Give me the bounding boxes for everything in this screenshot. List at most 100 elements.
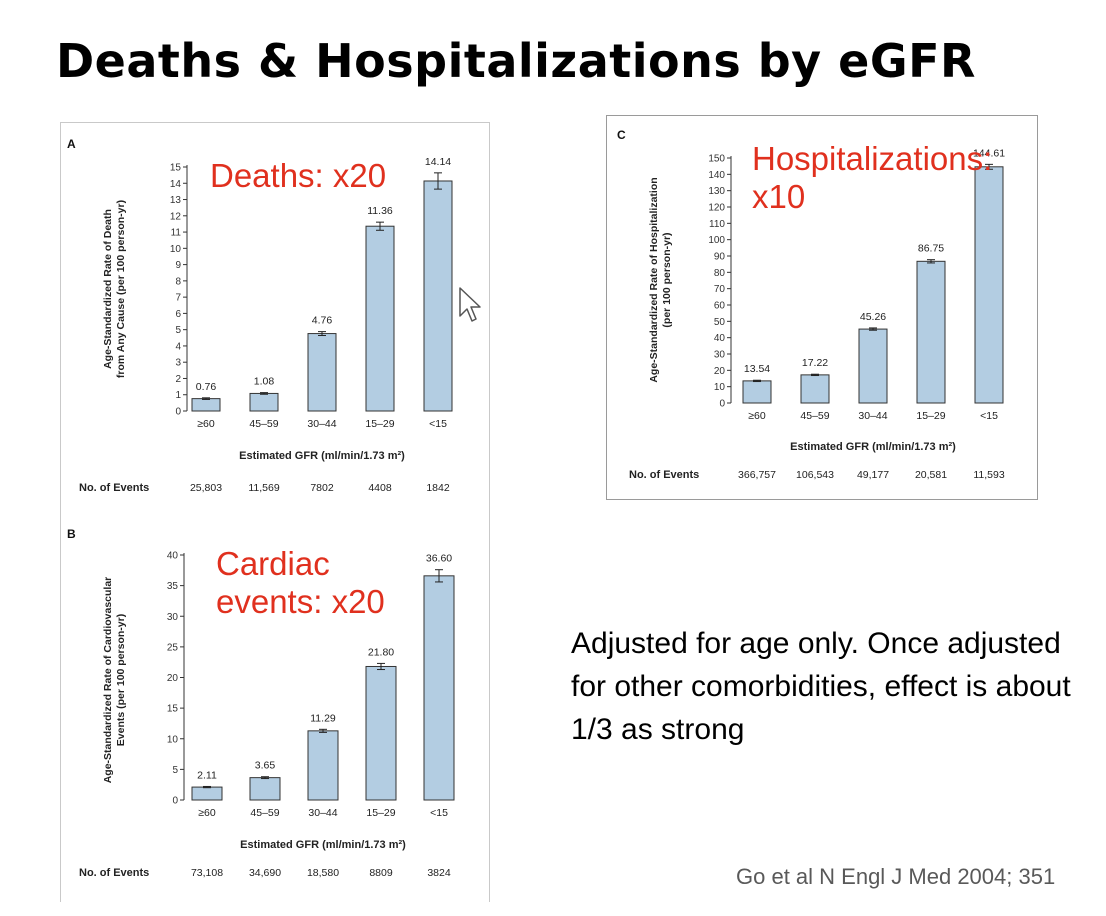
- value-label-b: 3.65: [255, 760, 276, 772]
- y-tick-label-a: 13: [170, 195, 182, 206]
- y-tick-label-a: 7: [175, 293, 181, 304]
- y-tick-label-c: 20: [714, 366, 726, 377]
- value-label-b: 11.29: [310, 712, 336, 724]
- y-axis-label-line: Age-Standardized Rate of Cardiovascular: [102, 577, 114, 784]
- y-tick-label-a: 6: [175, 309, 181, 320]
- y-tick-label-a: 8: [175, 276, 181, 287]
- x-tick-label-c: 30–44: [858, 410, 887, 422]
- event-count-b: 73,108: [191, 867, 223, 879]
- bar-a: [249, 392, 279, 412]
- bar-c: [742, 380, 772, 404]
- event-count-a: 1842: [426, 482, 450, 494]
- value-label-b: 21.80: [368, 646, 394, 658]
- chart-panel-a: A Age-Standardized Rate of Deathfrom Any …: [60, 122, 490, 516]
- y-axis-label-c: Age-Standardized Rate of Hospitalization…: [648, 177, 673, 382]
- x-tick-label-b: 30–44: [308, 807, 337, 819]
- y-tick-label-a: 3: [175, 358, 181, 369]
- bar-a: [191, 398, 221, 412]
- value-label-c: 86.75: [918, 243, 944, 255]
- event-count-a: 11,569: [248, 482, 279, 494]
- x-tick-label-b: ≥60: [198, 807, 216, 819]
- bar-b: [423, 575, 455, 801]
- y-axis-label-line: Events (per 100 person-yr): [115, 614, 127, 746]
- bar-c: [974, 166, 1004, 404]
- slide-title: Deaths & Hospitalizations by eGFR: [56, 34, 976, 88]
- event-count-b: 8809: [369, 867, 393, 879]
- bar-c: [858, 328, 888, 404]
- y-tick-label-c: 130: [708, 186, 725, 197]
- event-count-b: 18,580: [307, 867, 339, 879]
- event-count-c: 11,593: [973, 469, 1004, 481]
- events-row-label-c: No. of Events: [629, 469, 699, 481]
- y-tick-label-a: 0: [175, 407, 181, 418]
- y-tick-label-a: 4: [175, 341, 181, 352]
- x-tick-label-b: 15–29: [366, 807, 395, 819]
- events-row-label-b: No. of Events: [79, 867, 149, 879]
- x-tick-label-a: <15: [429, 418, 447, 430]
- cardiac-events-chart: B Age-Standardized Rate of Cardiovascular…: [67, 527, 455, 879]
- y-tick-label-b: 20: [167, 673, 179, 684]
- event-count-a: 4408: [368, 482, 392, 494]
- y-tick-label-c: 140: [708, 170, 725, 181]
- bar-a: [365, 225, 395, 412]
- value-label-a: 0.76: [196, 381, 217, 393]
- bar-a: [423, 180, 453, 412]
- y-axis-label-line: from Any Cause (per 100 person-yr): [115, 200, 127, 378]
- hospitalizations-overlay-label: Hospitalizations: x10: [752, 140, 993, 215]
- x-tick-label-b: <15: [430, 807, 448, 819]
- citation: Go et al N Engl J Med 2004; 351: [736, 864, 1056, 889]
- value-label-b: 36.60: [426, 553, 452, 565]
- y-tick-label-a: 1: [175, 390, 181, 401]
- x-tick-label-a: ≥60: [197, 418, 215, 430]
- x-tick-label-a: 30–44: [307, 418, 336, 430]
- bar-b: [191, 786, 223, 801]
- event-count-a: 7802: [310, 482, 334, 494]
- bar-b: [365, 665, 397, 801]
- x-tick-label-a: 15–29: [365, 418, 394, 430]
- value-label-c: 13.54: [744, 363, 770, 375]
- event-count-b: 3824: [427, 867, 451, 879]
- value-label-c: 17.22: [802, 357, 828, 369]
- x-tick-label-c: 15–29: [916, 410, 945, 422]
- y-axis-label-line: Age-Standardized Rate of Hospitalization: [648, 177, 660, 382]
- y-tick-label-a: 11: [171, 228, 182, 239]
- y-axis-label-line: Age-Standardized Rate of Death: [102, 209, 114, 369]
- bar-c: [916, 260, 946, 404]
- adjustment-note: Adjusted for age only. Once adjusted for…: [571, 627, 1071, 746]
- chart-panel-b: B Age-Standardized Rate of Cardiovascular…: [60, 514, 490, 902]
- value-label-b: 2.11: [197, 769, 217, 781]
- y-tick-label-a: 5: [175, 325, 181, 336]
- event-count-c: 106,543: [796, 469, 834, 481]
- value-label-a: 4.76: [312, 315, 333, 327]
- x-tick-label-c: <15: [980, 410, 998, 422]
- y-tick-label-c: 80: [714, 268, 726, 279]
- y-tick-label-b: 5: [172, 765, 178, 776]
- y-tick-label-c: 10: [714, 382, 726, 393]
- x-tick-label-b: 45–59: [250, 807, 279, 819]
- y-tick-label-c: 100: [708, 235, 725, 246]
- y-tick-label-c: 70: [714, 284, 726, 295]
- panel-letter-b: B: [67, 527, 76, 541]
- y-tick-label-a: 2: [175, 374, 181, 385]
- event-count-a: 25,803: [190, 482, 222, 494]
- panel-letter-c: C: [617, 128, 626, 142]
- y-tick-label-a: 12: [170, 211, 182, 222]
- bar-a: [307, 333, 337, 412]
- value-label-c: 144.61: [973, 147, 1005, 159]
- y-axis-label-line: (per 100 person-yr): [661, 232, 673, 327]
- event-count-c: 366,757: [738, 469, 776, 481]
- y-tick-label-c: 90: [714, 252, 726, 263]
- events-row-label-a: No. of Events: [79, 482, 149, 494]
- panel-letter-a: A: [67, 137, 76, 151]
- y-tick-label-b: 0: [172, 796, 178, 807]
- y-tick-label-a: 9: [175, 260, 181, 271]
- event-count-c: 49,177: [857, 469, 889, 481]
- mouse-pointer-icon: [459, 287, 481, 322]
- y-tick-label-b: 35: [167, 581, 179, 592]
- bar-c: [800, 374, 830, 404]
- y-tick-label-c: 40: [714, 333, 726, 344]
- event-count-c: 20,581: [915, 469, 947, 481]
- deaths-overlay-label: Deaths: x20: [210, 157, 387, 194]
- x-axis-label-b: Estimated GFR (ml/min/1.73 m²): [240, 839, 406, 851]
- x-axis-label-a: Estimated GFR (ml/min/1.73 m²): [239, 450, 405, 462]
